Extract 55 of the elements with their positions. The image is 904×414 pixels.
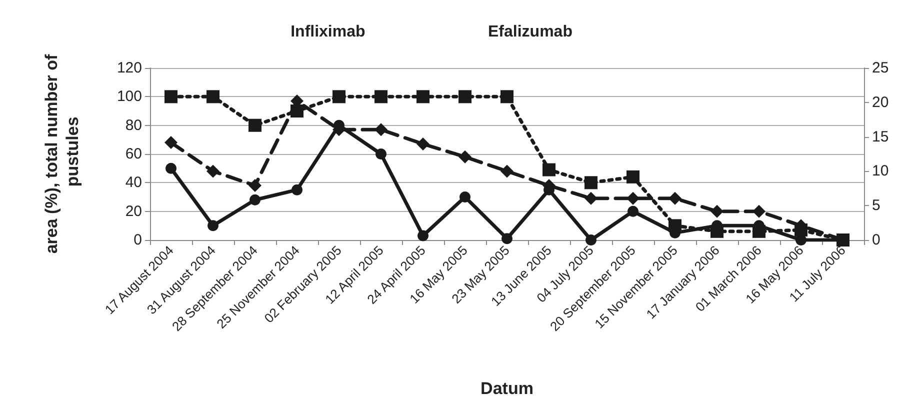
point — [794, 223, 808, 236]
point — [458, 90, 472, 104]
point — [500, 164, 514, 178]
y2-tick-label: 20 — [872, 94, 889, 111]
y-tick-label: 120 — [116, 60, 142, 76]
text: Infliximab — [290, 24, 366, 40]
point — [584, 192, 598, 205]
point — [292, 184, 302, 196]
y2-tick-label: 10 — [872, 162, 889, 180]
point — [458, 150, 472, 164]
point — [208, 220, 218, 232]
point — [752, 224, 766, 238]
point — [668, 192, 682, 205]
point — [668, 219, 682, 232]
y-tick-label: 20 — [125, 202, 142, 220]
point — [248, 118, 262, 132]
y-tick-label: 0 — [134, 232, 142, 248]
point — [166, 162, 176, 174]
point — [460, 192, 470, 202]
text: Efalizumab — [488, 24, 573, 40]
point — [416, 137, 430, 150]
point — [584, 176, 598, 190]
y-tick-label: 40 — [125, 174, 142, 192]
point — [374, 123, 388, 136]
point — [374, 90, 388, 104]
point — [710, 204, 724, 218]
point — [248, 179, 262, 192]
y-tick-label: 80 — [125, 116, 142, 134]
y2-tick-label: 15 — [872, 128, 889, 146]
point — [164, 136, 178, 150]
point — [542, 163, 556, 176]
point — [290, 104, 304, 118]
point — [376, 148, 386, 160]
point — [416, 90, 430, 104]
point — [752, 204, 766, 218]
point — [710, 224, 724, 238]
y2-tick-label: 25 — [872, 60, 889, 76]
y2-tick-label: 5 — [872, 197, 880, 214]
y-axis-title: area (%), total number of pustules — [42, 54, 82, 254]
point — [586, 234, 596, 246]
point — [250, 194, 260, 206]
point — [626, 192, 640, 205]
y-tick-label: 60 — [125, 146, 142, 162]
y2-tick-label: 0 — [872, 232, 880, 248]
point — [500, 90, 514, 104]
point — [502, 233, 512, 244]
x-axis-title: Datum — [480, 379, 534, 398]
point — [206, 90, 220, 104]
point — [164, 90, 178, 104]
point — [206, 164, 220, 178]
y-tick-label: 100 — [116, 88, 142, 106]
point — [626, 170, 640, 184]
point — [628, 206, 638, 217]
point — [332, 90, 346, 104]
point — [418, 230, 428, 242]
